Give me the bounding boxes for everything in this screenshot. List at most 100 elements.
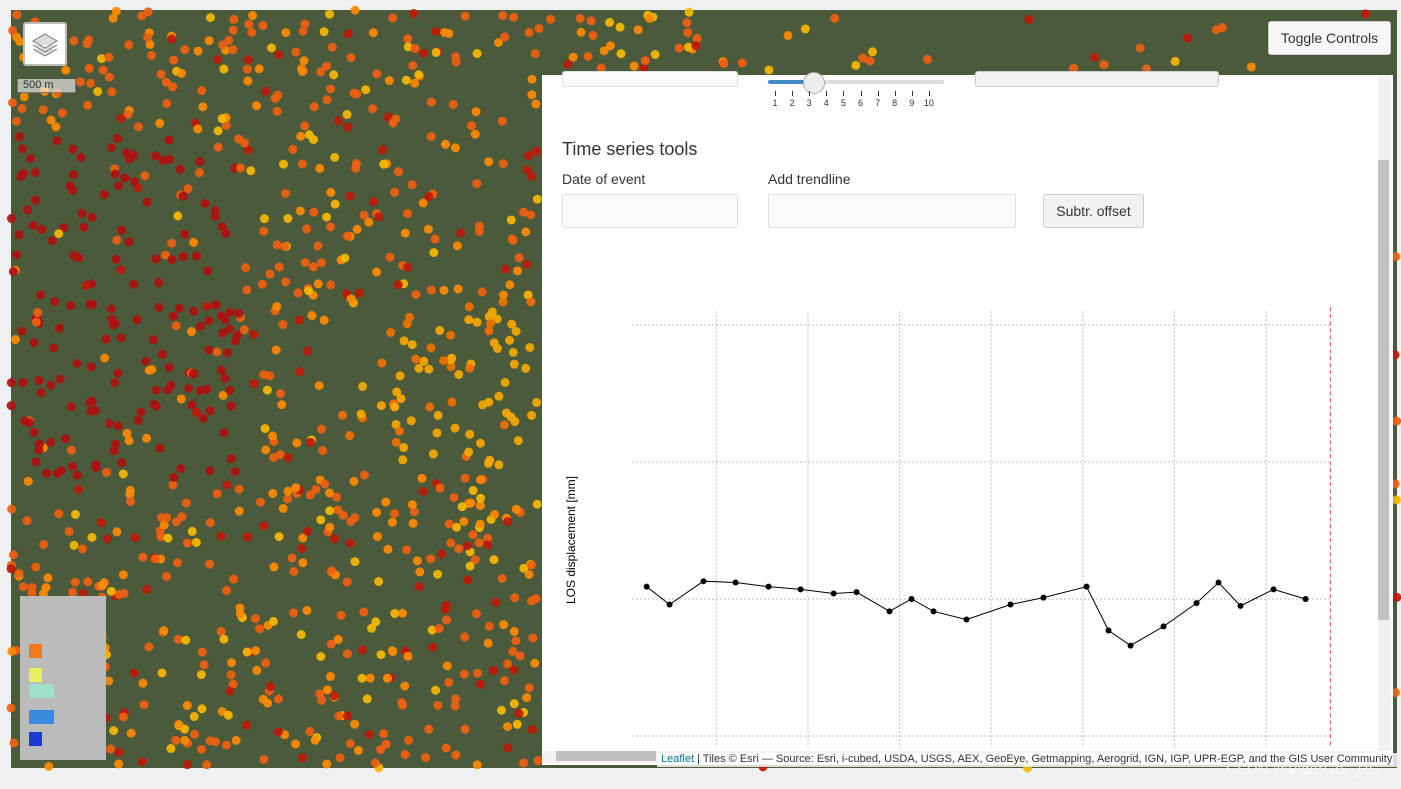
map-point (315, 689, 325, 699)
map-point (583, 51, 593, 61)
map-point (498, 159, 508, 169)
map-point (530, 49, 540, 59)
map-point (17, 144, 27, 154)
map-point (36, 290, 46, 300)
map-point (531, 146, 541, 156)
attribution: Leaflet | Tiles © Esri — Source: Esri, i… (657, 753, 1397, 767)
map-point (229, 574, 239, 584)
map-point (23, 476, 33, 486)
map-point (193, 124, 203, 134)
map-point (54, 229, 64, 239)
date-input[interactable] (562, 194, 738, 228)
map-point (528, 633, 538, 643)
map-point (396, 394, 406, 404)
map-point (503, 517, 513, 527)
slider-tick-label: 2 (789, 98, 795, 108)
slider-tick (792, 91, 794, 96)
offset-button[interactable]: Subtr. offset (1043, 194, 1144, 228)
map-point (162, 98, 172, 108)
map-point (460, 11, 470, 21)
map-point (388, 13, 398, 23)
map-point (151, 254, 161, 264)
leaflet-link[interactable]: Leaflet (661, 753, 695, 765)
map-point (398, 455, 408, 465)
map-point (1392, 592, 1401, 602)
attribution-text: | Tiles © Esri — Source: Esri, i-cubed, … (694, 753, 1393, 765)
map-point (424, 364, 434, 374)
layer-control[interactable] (23, 22, 67, 66)
map-point (320, 479, 330, 489)
map-point (147, 364, 157, 374)
map-point (1246, 62, 1256, 72)
map-point (31, 317, 41, 327)
slider-track[interactable] (768, 80, 944, 84)
map-point (239, 138, 249, 148)
map-point (354, 288, 364, 298)
map-point (464, 302, 474, 312)
map-point (316, 258, 326, 268)
map-point (605, 17, 615, 27)
scrollbar[interactable] (1378, 75, 1391, 751)
map-point (133, 415, 143, 425)
map-point (378, 145, 388, 155)
map-point (265, 681, 275, 691)
map-point (7, 646, 17, 656)
map-point (106, 744, 116, 754)
map-point (576, 27, 586, 37)
map-point (167, 238, 177, 248)
map-point (432, 428, 442, 438)
map-point (509, 699, 519, 709)
map-point (691, 41, 701, 51)
map-point (196, 744, 206, 754)
map-point (418, 198, 428, 208)
map-point (98, 65, 108, 75)
map-point (217, 114, 227, 124)
map-point (533, 756, 543, 766)
browse-input[interactable] (975, 71, 1219, 87)
map-point (512, 719, 522, 729)
map-point (346, 294, 356, 304)
map-point (356, 409, 366, 419)
map-point (174, 720, 184, 730)
map-point (17, 103, 27, 113)
slider-tick (775, 91, 776, 96)
map-point (467, 121, 477, 131)
map-point (112, 235, 122, 245)
map-point (14, 230, 24, 240)
map-point (219, 428, 229, 438)
map-point (242, 64, 252, 74)
map-point (77, 208, 87, 218)
map-point (424, 724, 434, 734)
map-point (204, 36, 214, 46)
map-point (483, 540, 493, 550)
map-point (392, 387, 402, 397)
map-point (168, 480, 178, 490)
map-point (343, 122, 353, 132)
map-point (200, 198, 210, 208)
map-point (448, 99, 458, 109)
slider-handle[interactable] (803, 72, 825, 94)
file-input[interactable] (562, 71, 738, 87)
map-point (563, 59, 573, 69)
map-point (395, 371, 405, 381)
toggle-button[interactable]: Toggle Controls (1268, 21, 1391, 55)
map-point (104, 52, 114, 62)
map-point (522, 693, 532, 703)
map-point (202, 760, 212, 770)
map-point (322, 759, 332, 769)
map-point (204, 345, 214, 355)
map-point (325, 506, 335, 516)
map-point (865, 56, 875, 66)
map-point (106, 304, 116, 314)
map-point (174, 303, 184, 313)
map-point (57, 108, 67, 118)
map-point (442, 661, 452, 671)
trend-input[interactable] (768, 194, 1016, 228)
slider-tick-label: 9 (909, 98, 915, 108)
map-point (113, 421, 123, 431)
map-point (221, 120, 231, 130)
map-point (270, 93, 280, 103)
map-point (219, 634, 229, 644)
map-point (283, 213, 293, 223)
map-point (87, 212, 97, 222)
